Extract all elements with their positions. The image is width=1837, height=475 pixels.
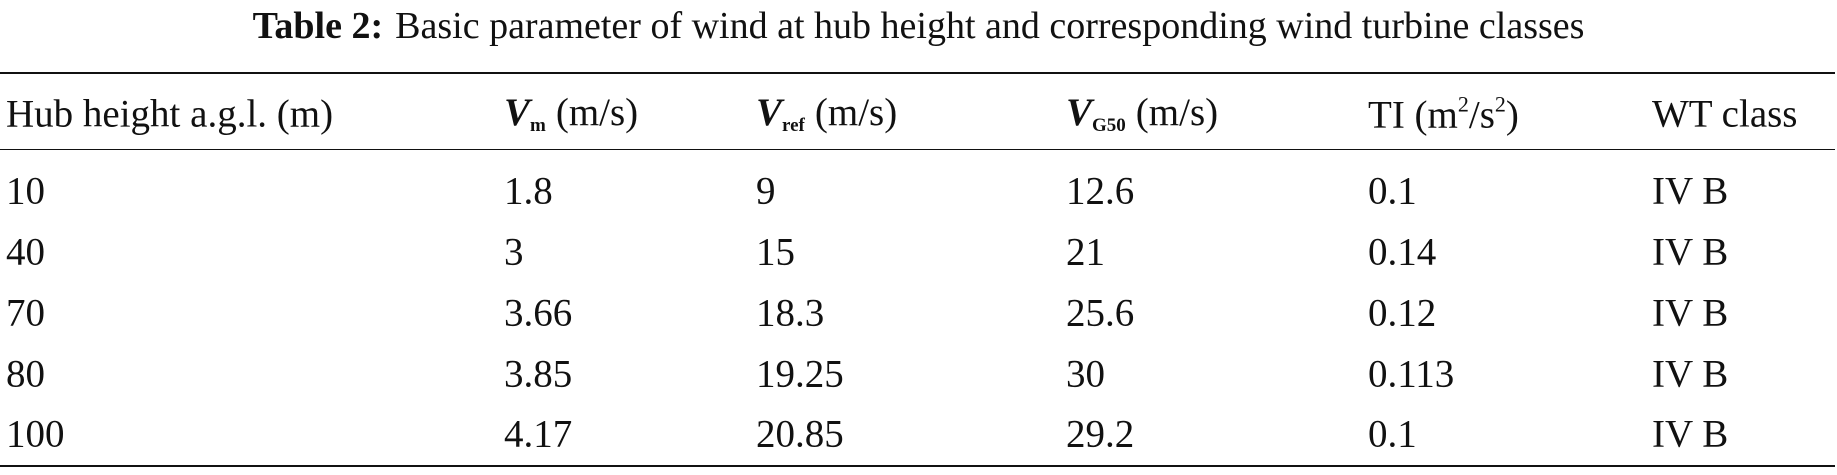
header-text: /s (1468, 93, 1495, 137)
header-symbol: V (1066, 91, 1093, 134)
header-unit: (m/s) (1135, 91, 1219, 134)
table-cell: 30 (1066, 352, 1105, 396)
table-cell: 18.3 (756, 291, 825, 335)
table-cell: IV B (1652, 352, 1729, 396)
table-cell: 1.8 (504, 169, 553, 213)
table-cell: 12.6 (1066, 169, 1135, 213)
table-cell: 4.17 (504, 412, 573, 456)
header-symbol: V (756, 91, 783, 134)
table-cell: IV B (1652, 169, 1729, 213)
table-cell: 3 (504, 230, 524, 274)
header-cell: WT class (1652, 95, 1798, 134)
header-text: WT class (1652, 92, 1798, 136)
table-cell: 3.66 (504, 291, 573, 335)
header-superscript: 2 (1494, 91, 1506, 117)
table-cell: 0.14 (1368, 230, 1437, 274)
table-cell: 0.1 (1368, 169, 1417, 213)
header-text: ) (1505, 93, 1519, 137)
table-cell: 100 (6, 412, 65, 456)
table-cell: 0.113 (1368, 352, 1455, 396)
caption-text: Basic parameter of wind at hub height an… (395, 5, 1585, 47)
header-superscript: 2 (1457, 91, 1469, 117)
table-caption: Table 2: Basic parameter of wind at hub h… (0, 4, 1837, 48)
table-cell: 29.2 (1066, 412, 1135, 456)
header-text: Hub height a.g.l. (m) (6, 92, 334, 136)
header-rule (0, 149, 1835, 150)
table-cell: 25.6 (1066, 291, 1135, 335)
bottom-rule (0, 465, 1835, 467)
header-subscript: G50 (1092, 115, 1126, 136)
header-cell: TI (m2/s2) (1368, 91, 1519, 137)
table-cell: 10 (6, 169, 45, 213)
table-cell: IV B (1652, 230, 1729, 274)
table-cell: 20.85 (756, 412, 844, 456)
table-cell: 70 (6, 291, 45, 335)
table-cell: 0.12 (1368, 291, 1437, 335)
table-cell: IV B (1652, 291, 1729, 335)
header-subscript: m (530, 115, 546, 136)
table-cell: IV B (1652, 412, 1729, 456)
table-cell: 0.1 (1368, 412, 1417, 456)
table-cell: 80 (6, 352, 45, 396)
header-unit: (m/s) (555, 91, 639, 134)
header-cell: Hub height a.g.l. (m) (6, 95, 333, 134)
table-cell: 9 (756, 169, 776, 213)
top-rule (0, 72, 1835, 74)
table-cell: 40 (6, 230, 45, 274)
header-cell: Vm (m/s) (504, 93, 638, 135)
table-cell: 21 (1066, 230, 1105, 274)
caption-label: Table 2: (252, 5, 384, 47)
table-cell: 15 (756, 230, 795, 274)
header-cell: VG50 (m/s) (1066, 93, 1218, 135)
header-text: TI (m (1368, 93, 1458, 137)
header-subscript: ref (782, 115, 805, 136)
table-cell: 3.85 (504, 352, 573, 396)
header-cell: Vref (m/s) (756, 93, 897, 135)
table-cell: 19.25 (756, 352, 844, 396)
header-unit: (m/s) (814, 91, 898, 134)
header-symbol: V (504, 91, 531, 134)
